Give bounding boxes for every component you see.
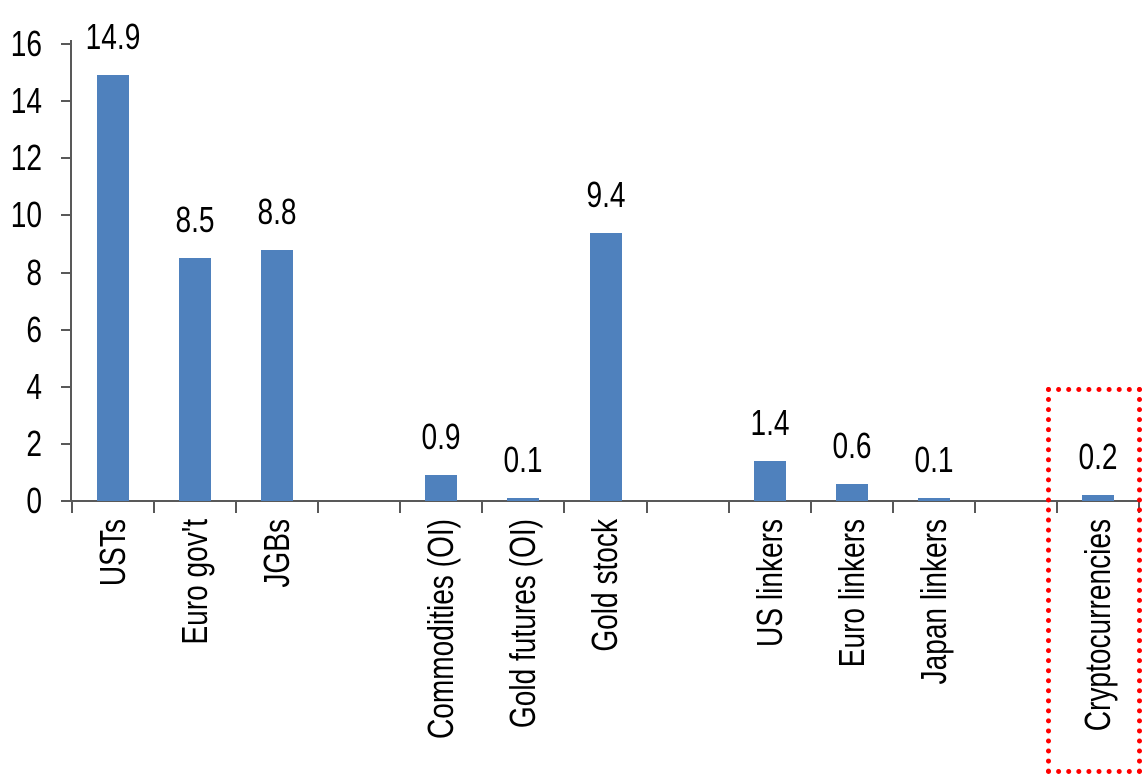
y-tick: [61, 100, 72, 103]
y-tick-label: 14: [10, 80, 42, 122]
bar-value-label: 9.4: [585, 173, 626, 215]
bar-value-label: 8.5: [175, 199, 215, 241]
x-axis-line: [70, 500, 1141, 502]
bar: [261, 249, 294, 501]
x-tick: [891, 502, 894, 513]
y-tick-label: 2: [26, 422, 42, 464]
y-tick-label: 10: [10, 194, 42, 236]
y-tick: [61, 43, 72, 45]
y-axis-line: [70, 40, 72, 502]
y-tick-label: 6: [26, 308, 42, 350]
category-label: Japan linkers: [912, 519, 954, 685]
bar: [835, 483, 868, 501]
x-tick: [727, 502, 730, 513]
x-tick: [645, 502, 648, 513]
y-tick: [61, 442, 72, 445]
x-tick: [317, 502, 320, 513]
y-tick-label: 4: [26, 365, 42, 407]
category-label: Gold stock: [584, 519, 626, 652]
bar: [917, 498, 950, 501]
x-tick: [809, 502, 812, 513]
bar-value-label: 0.2: [1078, 436, 1118, 478]
bar: [753, 461, 786, 501]
bar-value-label: 1.4: [750, 402, 790, 444]
x-tick: [71, 502, 73, 513]
category-label: JGBs: [256, 519, 298, 588]
bar-value-label: 0.9: [421, 416, 461, 458]
highlight-box: [1045, 387, 1142, 774]
y-tick-label: 8: [26, 251, 42, 293]
bar-value-label: 0.1: [914, 439, 954, 481]
y-tick: [61, 271, 72, 274]
category-label: Euro gov't: [174, 519, 216, 645]
category-label: Gold futures (OI): [502, 519, 544, 729]
category-label: Euro linkers: [830, 519, 872, 668]
x-tick: [563, 502, 566, 513]
category-label: USTs: [92, 519, 134, 587]
x-tick: [235, 502, 238, 513]
bar-value-label: 14.9: [85, 16, 141, 58]
category-label: Commodities (OI): [420, 519, 462, 739]
x-tick: [973, 502, 976, 513]
bar: [1081, 495, 1114, 501]
y-tick-label: 16: [10, 23, 42, 64]
bar: [179, 258, 212, 501]
bar: [507, 498, 540, 501]
bar: [589, 232, 622, 501]
x-tick: [153, 502, 156, 513]
y-tick-label: 0: [26, 480, 42, 521]
y-tick: [61, 328, 72, 331]
bar: [97, 75, 130, 501]
y-tick: [61, 500, 72, 502]
y-tick-label: 12: [10, 137, 42, 179]
x-tick: [481, 502, 484, 513]
y-tick: [61, 157, 72, 160]
bar-value-label: 0.6: [832, 424, 872, 466]
y-tick: [61, 214, 72, 217]
bar-value-label: 8.8: [257, 190, 297, 232]
bar: [425, 475, 458, 501]
bar-value-label: 0.1: [503, 439, 543, 481]
y-tick: [61, 385, 72, 388]
x-tick: [1055, 502, 1058, 513]
x-tick: [399, 502, 402, 513]
category-label: US linkers: [748, 519, 790, 647]
